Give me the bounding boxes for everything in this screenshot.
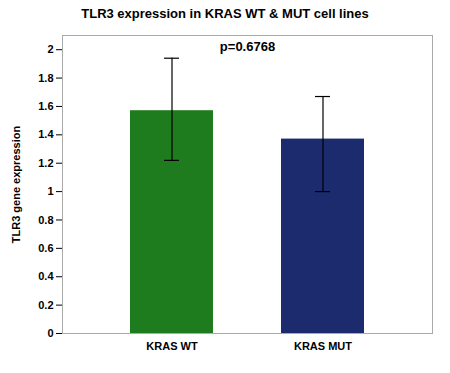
- svg-text:1.4: 1.4: [38, 128, 54, 140]
- svg-text:0.8: 0.8: [38, 213, 53, 225]
- svg-text:p=0.6768: p=0.6768: [220, 39, 275, 54]
- svg-text:KRAS WT: KRAS WT: [146, 340, 198, 352]
- svg-text:1.2: 1.2: [38, 157, 53, 169]
- svg-text:0.6: 0.6: [38, 242, 53, 254]
- svg-text:1.6: 1.6: [38, 100, 53, 112]
- html-text:TLR3 expression in KRAS WT & M: TLR3 expression in KRAS WT & MUT cell li…: [81, 6, 369, 21]
- svg-text:0.4: 0.4: [38, 270, 54, 282]
- svg-text:2: 2: [47, 43, 53, 55]
- svg-text:0.2: 0.2: [38, 299, 53, 311]
- svg-text:TLR3 gene expression: TLR3 gene expression: [10, 126, 22, 244]
- svg-text:0: 0: [47, 327, 53, 339]
- svg-text:KRAS MUT: KRAS MUT: [294, 340, 352, 352]
- svg-text:1.8: 1.8: [38, 72, 53, 84]
- svg-text:1: 1: [47, 185, 53, 197]
